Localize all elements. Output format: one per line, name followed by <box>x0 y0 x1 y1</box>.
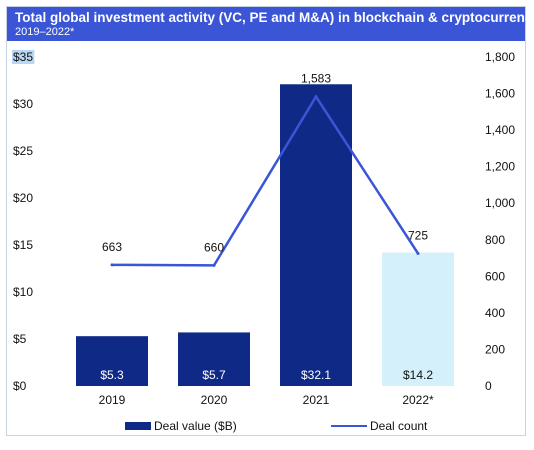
legend-swatch-bar <box>125 422 151 430</box>
y-right-tick-label: 600 <box>485 269 505 283</box>
y-left-tick-label: $10 <box>13 285 33 299</box>
deal-count-polyline <box>111 94 420 267</box>
y-axis-right: 0 200 400 600 800 1,000 1,200 1,400 1,600 1,800 <box>485 50 515 393</box>
y-right-tick-label: 1,600 <box>485 87 515 101</box>
deal-count-label: 660 <box>204 240 224 254</box>
legend: Deal value ($B) Deal count <box>125 419 428 433</box>
chart-title: Total global investment activity (VC, PE… <box>15 10 534 25</box>
deal-count-point <box>212 263 216 267</box>
y-right-tick-label: 1,800 <box>485 50 515 64</box>
y-left-tick-label: $30 <box>13 97 33 111</box>
deal-count-label: 1,583 <box>301 72 331 86</box>
y-right-tick-label: 400 <box>485 306 505 320</box>
bar-2020 <box>178 332 250 386</box>
deal-count-label: 663 <box>102 240 122 254</box>
y-left-tick-label: $5 <box>13 332 27 346</box>
bar-2021 <box>280 84 352 386</box>
chart-frame: Total global investment activity (VC, PE… <box>6 6 534 436</box>
x-axis: 2019 2020 2021 2022* <box>99 393 434 407</box>
bar-value-label: $5.3 <box>100 368 124 382</box>
deal-count-point <box>416 251 420 255</box>
bar-value-label: $14.2 <box>403 368 433 382</box>
legend-label-deal-count: Deal count <box>370 419 428 433</box>
y-left-tick-label: $20 <box>13 191 33 205</box>
x-tick-label: 2020 <box>201 393 228 407</box>
bar-value-label: $32.1 <box>301 368 331 382</box>
deal-count-line: 663 660 1,583 725 <box>102 72 428 267</box>
deal-count-label: 725 <box>408 228 428 242</box>
y-axis-left: $0 $5 $10 $15 $20 $25 $30 $35 <box>12 50 35 393</box>
y-right-tick-label: 0 <box>485 379 492 393</box>
bar-2022* <box>382 252 454 386</box>
x-tick-label: 2022* <box>402 393 434 407</box>
y-left-tick-label: $25 <box>13 144 33 158</box>
y-left-tick-highlight <box>12 50 35 64</box>
y-left-tick-label: $35 <box>13 50 33 64</box>
chart-subtitle: 2019–2022* <box>15 26 75 38</box>
y-right-tick-label: 1,400 <box>485 123 515 137</box>
legend-label-deal-value: Deal value ($B) <box>154 419 237 433</box>
y-right-tick-label: 1,200 <box>485 160 515 174</box>
y-left-tick-label: $0 <box>13 379 27 393</box>
combo-chart: $0 $5 $10 $15 $20 $25 $30 $35 0 200 400 600 800 1,00… <box>12 50 515 433</box>
y-right-tick-label: 1,000 <box>485 196 515 210</box>
x-tick-label: 2021 <box>303 393 330 407</box>
deal-count-point <box>110 263 114 267</box>
chart-header: Total global investment activity (VC, PE… <box>7 7 534 41</box>
y-right-tick-label: 800 <box>485 233 505 247</box>
deal-count-point <box>314 95 318 99</box>
y-left-tick-label: $15 <box>13 238 33 252</box>
bar-2019 <box>76 336 148 386</box>
x-tick-label: 2019 <box>99 393 126 407</box>
y-right-tick-label: 200 <box>485 342 505 356</box>
bar-value-label: $5.7 <box>202 368 226 382</box>
bars: $5.3 $5.7 $32.1 $14.2 <box>76 84 454 386</box>
